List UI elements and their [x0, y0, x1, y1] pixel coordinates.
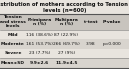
Bar — [0, 49, 129, 58]
Text: 27 (9%): 27 (9%) — [58, 51, 75, 55]
Text: 23 (7.7%): 23 (7.7%) — [29, 51, 50, 55]
Bar — [0, 39, 129, 49]
Text: Tension
and stress
levels: Tension and stress levels — [0, 15, 26, 28]
Text: t-test: t-test — [84, 20, 97, 24]
Text: Moderate: Moderate — [1, 42, 25, 46]
Text: Primipara
n (%): Primipara n (%) — [27, 18, 51, 26]
Bar — [0, 30, 129, 39]
Text: Table 2. Distribution of mothers according to Tension and stress: Table 2. Distribution of mothers accordi… — [0, 2, 129, 7]
Text: 3.98: 3.98 — [86, 42, 95, 46]
Text: p<0.000: p<0.000 — [102, 42, 121, 46]
Text: 161 (53.7%): 161 (53.7%) — [26, 42, 53, 46]
Text: Multipara
n (%): Multipara n (%) — [54, 18, 78, 26]
Bar — [0, 14, 129, 30]
Text: 266 (69.7%): 266 (69.7%) — [53, 42, 80, 46]
Text: P-value: P-value — [102, 20, 121, 24]
Text: Mean±SD: Mean±SD — [1, 61, 25, 65]
Text: Mild: Mild — [8, 33, 18, 37]
Text: 116 (38.6%): 116 (38.6%) — [26, 33, 53, 37]
Bar — [0, 58, 129, 68]
Text: 11.9±4.5: 11.9±4.5 — [55, 61, 78, 65]
Text: 87 (22.9%): 87 (22.9%) — [54, 33, 78, 37]
Text: Severe: Severe — [4, 51, 22, 55]
Text: levels (n=600): levels (n=600) — [43, 8, 86, 13]
Text: 9.9±2.6: 9.9±2.6 — [30, 61, 49, 65]
